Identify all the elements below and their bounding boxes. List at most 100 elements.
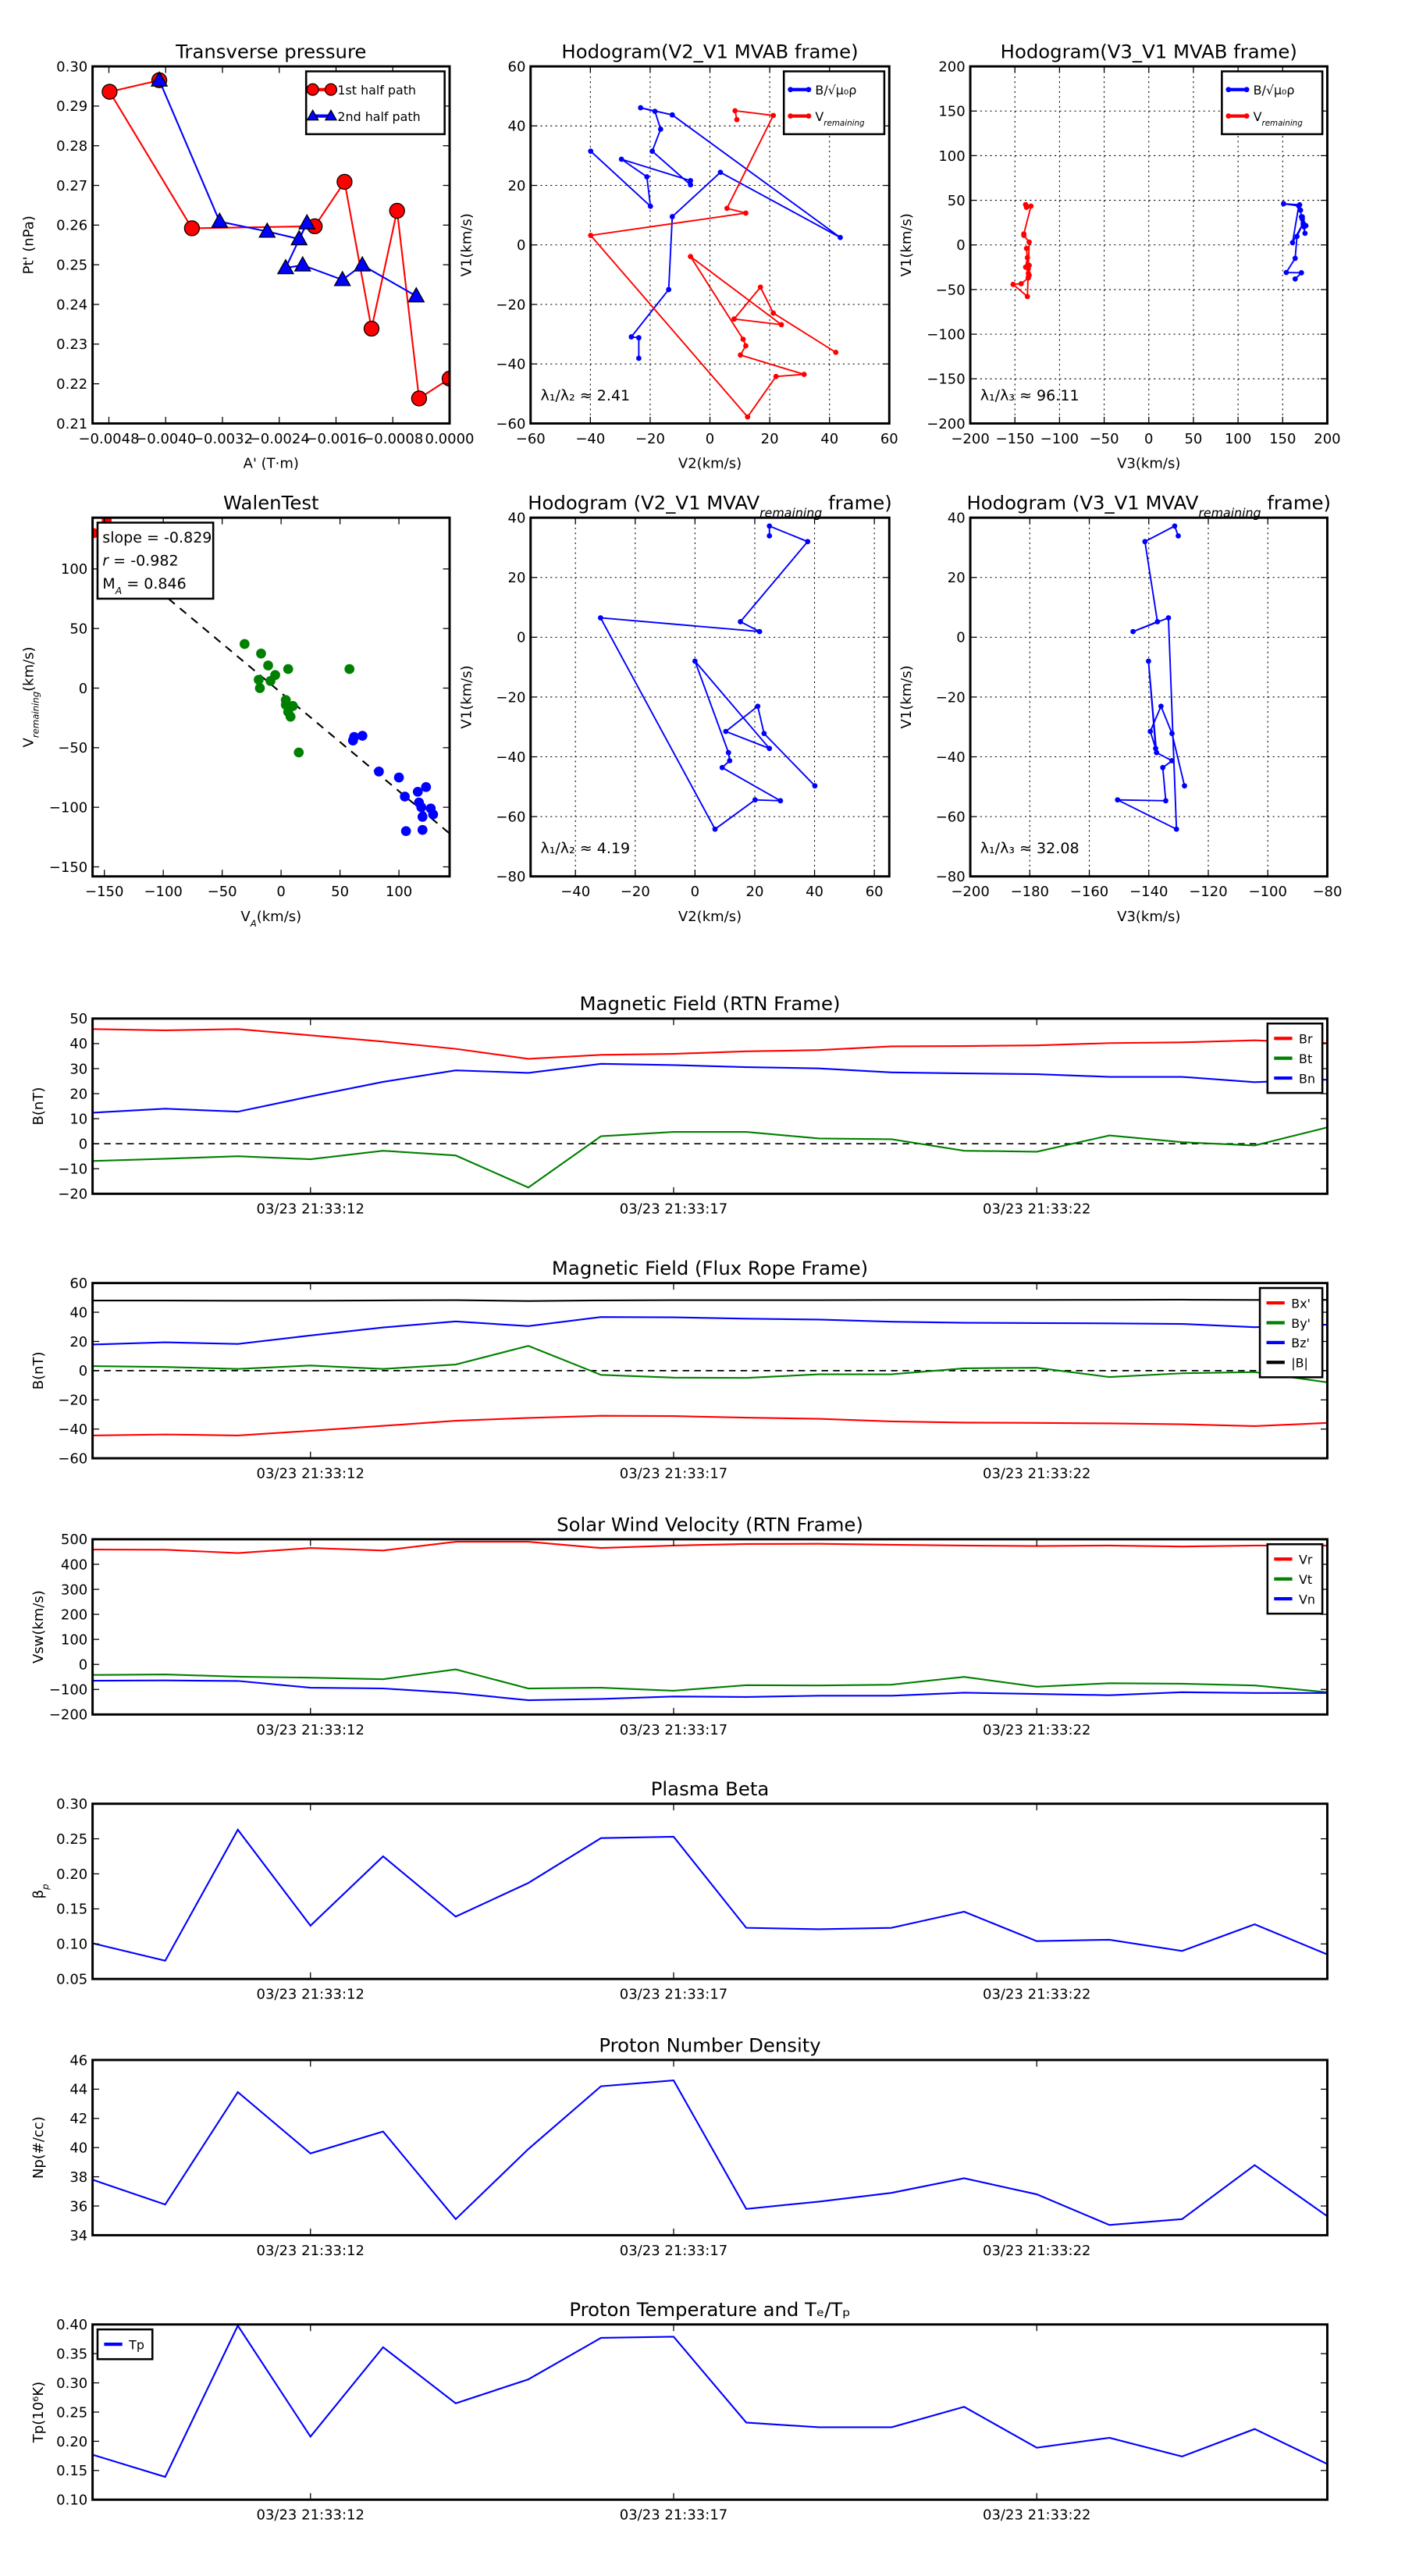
data-point-blue-points xyxy=(357,731,368,741)
data-point-blue-points xyxy=(349,731,360,742)
data-point-b xyxy=(669,112,675,118)
data-point-vremaining xyxy=(801,372,807,377)
data-point-vremaining xyxy=(1028,203,1034,209)
legend-marker xyxy=(1225,113,1232,119)
x-tick-label: −50 xyxy=(208,884,237,900)
y-tick-label: 0.15 xyxy=(56,1902,87,1918)
x-tick-label: 0.0000 xyxy=(425,431,475,447)
series-line-by xyxy=(92,1344,1328,1383)
y-tick-label: 50 xyxy=(948,193,966,209)
y-tick-label: 44 xyxy=(69,2082,87,2098)
axes-frame xyxy=(91,65,451,425)
legend-label: By' xyxy=(1291,1316,1311,1331)
chart-title: Proton Number Density xyxy=(599,2033,820,2056)
fit-statistic-main: M xyxy=(102,575,115,592)
x-axis-label-subscript: A xyxy=(250,918,257,929)
y-axis-label: V1(km/s) xyxy=(898,665,915,728)
data-point-b xyxy=(666,286,672,293)
y-tick-label: 200 xyxy=(938,59,965,75)
x-tick-label: 100 xyxy=(386,884,412,900)
x-tick-label: 03/23 21:33:17 xyxy=(620,2507,727,2524)
data-point-blue-points xyxy=(412,786,423,797)
data-point-velocity xyxy=(1172,523,1178,529)
chart-title-suffix: frame) xyxy=(1261,492,1331,514)
data-point-green-points xyxy=(265,675,276,686)
y-tick-label: 0.40 xyxy=(56,2317,87,2333)
data-point-velocity xyxy=(1169,731,1175,737)
data-point-velocity xyxy=(777,798,784,804)
y-tick-label: 60 xyxy=(69,1276,87,1292)
y-tick-label: 0.20 xyxy=(56,2434,87,2450)
y-axis-label-subscript: remaining xyxy=(30,692,41,738)
data-point-b xyxy=(1292,255,1298,262)
chart-hodogram-v2-v1-mvab: −60 −40 −20 0 20 40 60 −60 −40 −20 0 20 40 60 Hodogram… xyxy=(459,40,898,471)
y-tick-label: −60 xyxy=(496,809,525,825)
chart-title: Hodogram (V2_V1 MVAVremaining frame) xyxy=(528,492,892,521)
series-line-tp xyxy=(92,2324,1328,2478)
y-tick-label: 36 xyxy=(69,2198,87,2215)
legend: 1st half path 2nd half path xyxy=(304,70,446,136)
y-tick-label: 300 xyxy=(61,1582,87,1598)
chart-title: Plasma Beta xyxy=(651,1777,770,1800)
legend-entry-br: Br xyxy=(1274,1032,1313,1047)
legend-entry-b: B/√μ₀ρ xyxy=(1225,83,1295,98)
chart-title: Transverse pressure xyxy=(175,40,366,62)
legend: B/√μ₀ρ Vremaining xyxy=(1221,70,1324,136)
eigenvalue-ratio-annotation: λ₁/λ₂ ≈ 2.41 xyxy=(540,387,630,404)
y-axis-label: V1(km/s) xyxy=(459,213,475,276)
y-tick-label: 0.25 xyxy=(56,2404,87,2421)
x-tick-label: 03/23 21:33:12 xyxy=(257,1987,365,2003)
data-point-1st-half-path xyxy=(363,320,380,337)
legend-label: Bz' xyxy=(1291,1336,1310,1350)
y-tick-label: 100 xyxy=(61,1632,87,1649)
legend-marker xyxy=(806,87,812,93)
data-point-green-points xyxy=(256,648,266,659)
data-point-1st-half-path xyxy=(336,173,353,190)
data-point-b xyxy=(644,174,650,180)
data-point-b xyxy=(1281,201,1286,207)
y-tick-label: −10 xyxy=(58,1162,87,1178)
plot-area xyxy=(92,1541,1328,1702)
data-point-b xyxy=(669,214,675,219)
data-point-velocity xyxy=(752,797,758,803)
axes-frame xyxy=(91,1538,1329,1716)
y-tick-label: 10 xyxy=(69,1111,87,1127)
x-tick-label: −100 xyxy=(144,884,182,900)
y-tick-label: 100 xyxy=(61,561,87,578)
chart-title-subscript: remaining xyxy=(1198,505,1261,520)
plot-area xyxy=(92,518,450,837)
data-point-1st-half-path xyxy=(389,202,405,219)
fit-statistic-suffix: = -0.982 xyxy=(108,553,178,570)
x-tick-label: 03/23 21:33:12 xyxy=(257,1722,365,1738)
data-point-vremaining xyxy=(1026,270,1031,276)
x-tick-label: 03/23 21:33:17 xyxy=(620,1987,727,2003)
plot-area xyxy=(92,2324,1328,2478)
y-tick-label: 40 xyxy=(948,511,966,527)
data-point-vremaining xyxy=(1026,262,1032,269)
legend-entry-vremaining: Vremaining xyxy=(788,109,865,128)
data-point-green-points xyxy=(285,711,296,722)
legend-entry-b: B/√μ₀ρ xyxy=(788,83,856,98)
series-line-bz xyxy=(92,1316,1328,1346)
legend: Vr Vt Vn xyxy=(1266,1542,1324,1615)
x-tick-label: −0.0024 xyxy=(249,431,310,447)
chart-hodogram-v3-v1-mvav: −200 −180 −160 −140 −120 −100 −80−80−60−40−200… xyxy=(898,492,1343,925)
legend-entry-vr: Vr xyxy=(1274,1553,1313,1567)
y-tick-label: 30 xyxy=(69,1061,87,1077)
data-point-vremaining xyxy=(757,284,763,290)
chart-magnetic-field-rtn: 03/23 21:33:12 03/23 21:33:17 03/23 21:33:… xyxy=(30,992,1329,1218)
data-point-vremaining xyxy=(743,210,749,216)
x-tick-label: −60 xyxy=(516,431,546,447)
chart-title-subscript: remaining xyxy=(759,505,822,520)
y-tick-label: 20 xyxy=(69,1334,87,1350)
legend-label-subscript: remaining xyxy=(1261,119,1303,128)
data-point-vremaining xyxy=(1010,281,1016,287)
plot-area xyxy=(597,523,818,832)
data-point-b xyxy=(1296,203,1302,209)
x-tick-label: −150 xyxy=(85,884,123,900)
x-tick-label: −200 xyxy=(951,431,989,447)
data-point-2nd-half-path xyxy=(354,255,372,272)
series-line-bx xyxy=(92,1414,1328,1436)
y-tick-label: 0.30 xyxy=(56,1796,87,1813)
